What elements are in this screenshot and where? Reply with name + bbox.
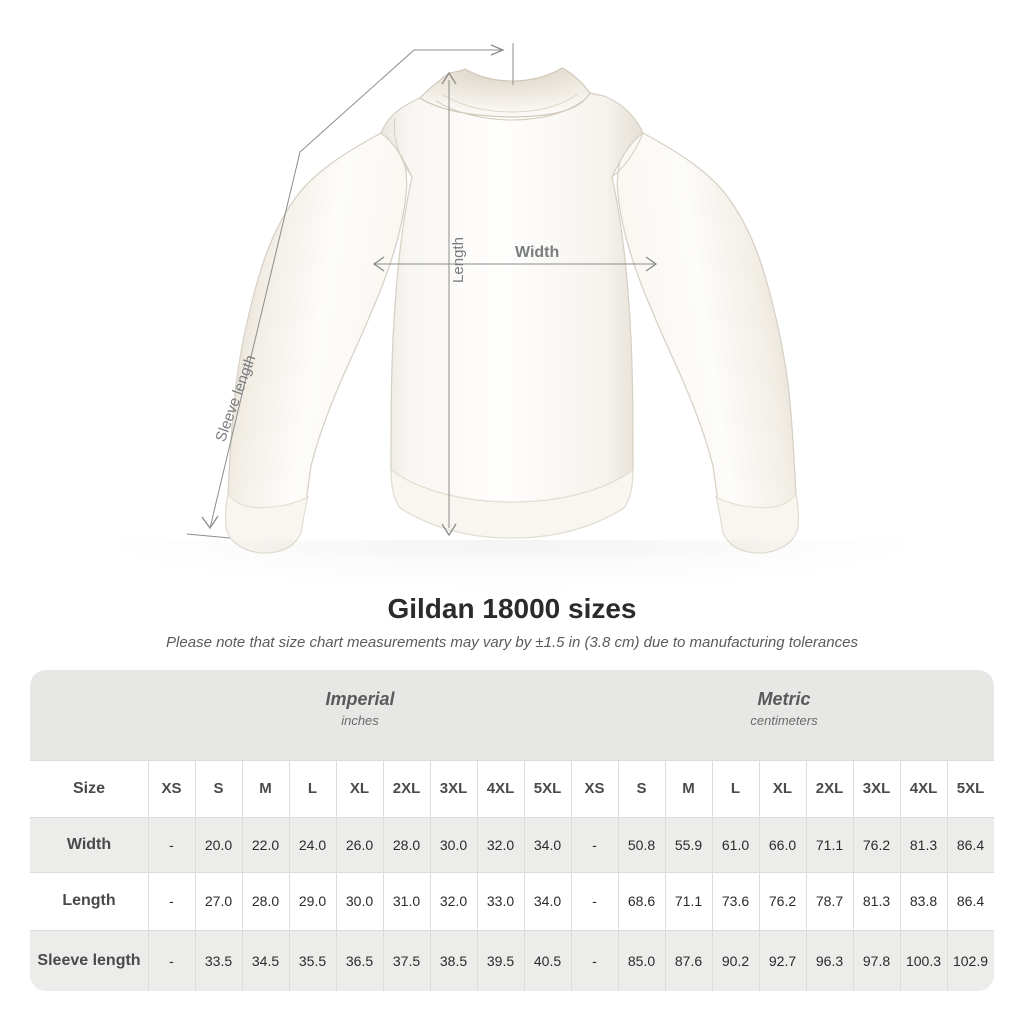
svg-text:Width: Width: [515, 244, 559, 261]
svg-text:Length: Length: [450, 237, 467, 283]
